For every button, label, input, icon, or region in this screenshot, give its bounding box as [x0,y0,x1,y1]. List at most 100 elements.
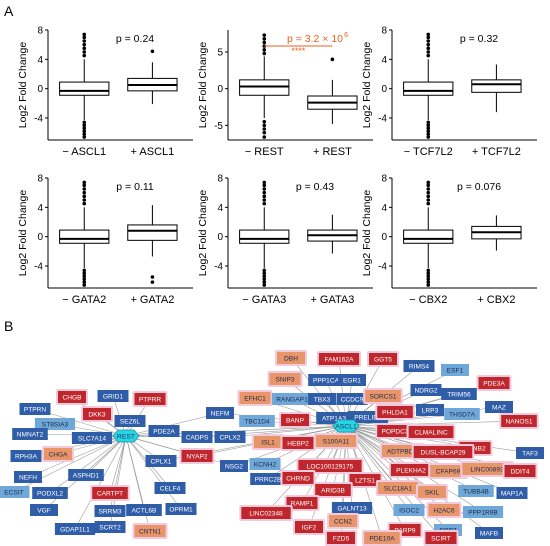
gene-node-rangap1: RANGAP1 [271,393,313,405]
y-tick-label: 8 [217,174,223,185]
x-category-label: + ASCL1 [131,146,175,158]
gene-node-label: MAZ [492,404,506,411]
gene-node-label: RIMS4 [409,363,429,370]
gene-node-phlda1: PHLDA1 [375,404,415,420]
outlier-point [426,190,431,195]
outlier-point [262,283,267,287]
y-tick-label: 4 [381,203,387,214]
gene-node-box [390,464,432,476]
y-axis-label: Log2 Fold Change [361,42,373,129]
outlier-point [426,42,431,47]
box-body [403,81,454,96]
gene-node-galnt13: GALNT13 [331,502,373,514]
gene-node-box [206,407,234,419]
outlier-point [82,32,87,37]
y-axis-label: Log2 Fold Change [197,42,209,129]
gene-node-label: ARID3B [321,487,345,494]
box-minus [59,32,110,139]
gene-node-label: LOC100129175 [307,463,354,470]
gene-node-box [220,460,248,472]
gene-node-asphd1: ASPHD1 [68,469,104,481]
x-category-label: − GATA3 [242,294,286,306]
network-edge [13,435,127,493]
gene-node-box [181,450,213,462]
outlier-point [150,280,155,284]
gene-node-label: ADTPBD1 [387,448,418,455]
outlier-point [82,201,87,206]
y-tick-label: -5 [214,121,223,132]
gene-node-label: NSG2 [225,463,243,470]
gene-node-label: POPDC3 [381,428,408,435]
outlier-point [262,135,267,139]
x-category-label: − CBX2 [409,294,447,306]
gene-node-label: MAP1A [501,490,524,497]
gene-node-box [336,393,368,405]
outlier-point [82,283,87,287]
y-tick-label: 8 [381,26,387,37]
outlier-point [262,201,267,206]
gene-node-label: CFAP69 [436,468,461,475]
hub-node-rest: REST [112,429,140,443]
gene-node-celf4: CELF4 [154,482,186,494]
box-body [59,81,110,96]
gene-node-box [338,374,366,386]
gene-node-nmnat2: NMNAT2 [12,428,48,440]
gene-node-chgb: CHGB [56,389,88,405]
gene-node-ppp1ca: PPP1CA [308,374,344,386]
p-value: p = 0.076 [457,181,501,193]
gene-node-box [58,391,86,403]
gene-node-label: CCDC9 [341,396,364,403]
gene-node-box [364,532,400,544]
network-edge [74,435,127,530]
gene-node-esf1: ESF1 [441,364,469,376]
hub-node-label: REST [117,433,135,440]
outlier-point [426,126,431,131]
gene-node-box [239,392,271,404]
gene-node-label: H2AC6 [433,507,455,514]
y-tick-label: 4 [217,203,223,214]
gene-node-ramp1: RAMP1 [284,495,320,511]
gene-node-map1a: MAP1A [496,487,528,499]
gene-node-label: TBC1D4 [244,418,270,425]
gene-node-box [165,503,197,515]
gene-node-label: ESF1 [447,367,464,374]
gene-node-box [68,469,104,481]
gene-node-actl6b: ACTL6B [126,504,162,516]
gene-node-trim56: TRIM56 [441,388,477,400]
box-body [239,229,290,244]
gene-node-dbh: DBH [275,350,307,366]
outlier-point [426,32,431,37]
gene-node-label: DBH [284,355,298,362]
gene-node-label: CARTPT [97,490,123,497]
gene-node-label: CELF4 [160,485,181,492]
gene-node-box [315,484,351,496]
outlier-point [82,277,87,282]
gene-node-box [34,418,76,430]
gene-node-nefh: NEFH [14,471,42,483]
gene-node-scirt: SCIRT [423,530,459,546]
gene-node-label: FZD5 [333,535,350,542]
outlier-point [426,187,431,191]
box-plus [471,215,522,251]
y-tick-label: 5 [217,48,223,59]
p-value: p = 3.2 × 10 [287,33,343,45]
gene-node-box [478,377,510,389]
gene-node-chga: CHGA [42,446,74,462]
gene-node-snip3: SNIP3 [267,371,303,387]
gene-node-box [92,487,128,499]
gene-node-label: SORCS1 [369,393,396,400]
gene-node-mafb: MAFB [475,527,503,539]
y-tick-label: -4 [378,114,387,125]
network-edge [345,420,520,427]
outlier-point [426,132,431,136]
gene-node-label: EGR1 [343,377,361,384]
outlier-point [426,129,431,133]
gene-node-box [329,515,357,527]
gene-node-label: PODXL2 [37,490,63,497]
gene-node-label: RPH3A [15,453,38,460]
gene-node-label: TAF3 [522,450,538,457]
gene-node-box [126,504,162,516]
gene-node-label: NDRG2 [414,387,437,394]
gene-node-box [0,486,30,498]
y-axis-label: Log2 Fold Change [17,190,29,277]
